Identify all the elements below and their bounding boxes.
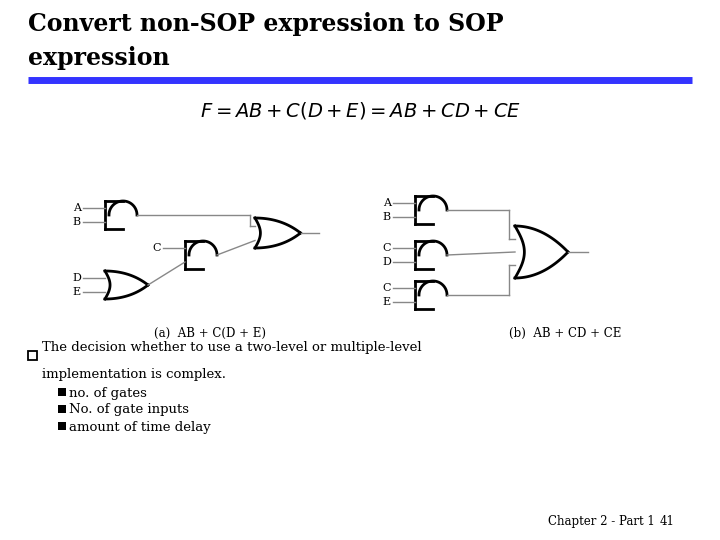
Text: E: E <box>383 297 391 307</box>
Text: C: C <box>382 283 391 293</box>
Text: 41: 41 <box>660 515 675 528</box>
Text: Convert non-SOP expression to SOP: Convert non-SOP expression to SOP <box>28 12 503 36</box>
Text: B: B <box>73 217 81 227</box>
Bar <box>58 404 66 413</box>
Bar <box>58 388 66 395</box>
Text: E: E <box>73 287 81 297</box>
Text: implementation is complex.: implementation is complex. <box>42 368 226 381</box>
Text: (a)  AB + C(D + E): (a) AB + C(D + E) <box>154 327 266 340</box>
Bar <box>28 350 37 360</box>
Text: (b)  AB + CD + CE: (b) AB + CD + CE <box>509 327 621 340</box>
Text: amount of time delay: amount of time delay <box>69 421 211 434</box>
Text: D: D <box>72 273 81 283</box>
Text: The decision whether to use a two-level or multiple-level: The decision whether to use a two-level … <box>42 341 422 354</box>
Text: A: A <box>73 203 81 213</box>
Text: No. of gate inputs: No. of gate inputs <box>69 403 189 416</box>
Text: expression: expression <box>28 46 170 70</box>
Bar <box>58 422 66 429</box>
Text: no. of gates: no. of gates <box>69 387 147 400</box>
Text: C: C <box>382 243 391 253</box>
Text: C: C <box>153 243 161 253</box>
Text: A: A <box>383 198 391 208</box>
Text: D: D <box>382 257 391 267</box>
Text: Chapter 2 - Part 1: Chapter 2 - Part 1 <box>548 515 654 528</box>
Text: B: B <box>383 212 391 222</box>
Text: $F = AB + C(D + E) = AB + CD + CE$: $F = AB + C(D + E) = AB + CD + CE$ <box>199 100 521 121</box>
